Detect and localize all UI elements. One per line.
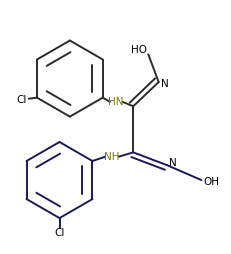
Text: N: N (168, 158, 176, 168)
Text: Cl: Cl (17, 95, 27, 105)
Text: Cl: Cl (54, 228, 64, 238)
Text: HO: HO (131, 45, 146, 55)
Text: OH: OH (203, 177, 219, 187)
Text: HN: HN (108, 97, 123, 107)
Text: NH: NH (103, 152, 119, 162)
Text: N: N (161, 79, 168, 89)
